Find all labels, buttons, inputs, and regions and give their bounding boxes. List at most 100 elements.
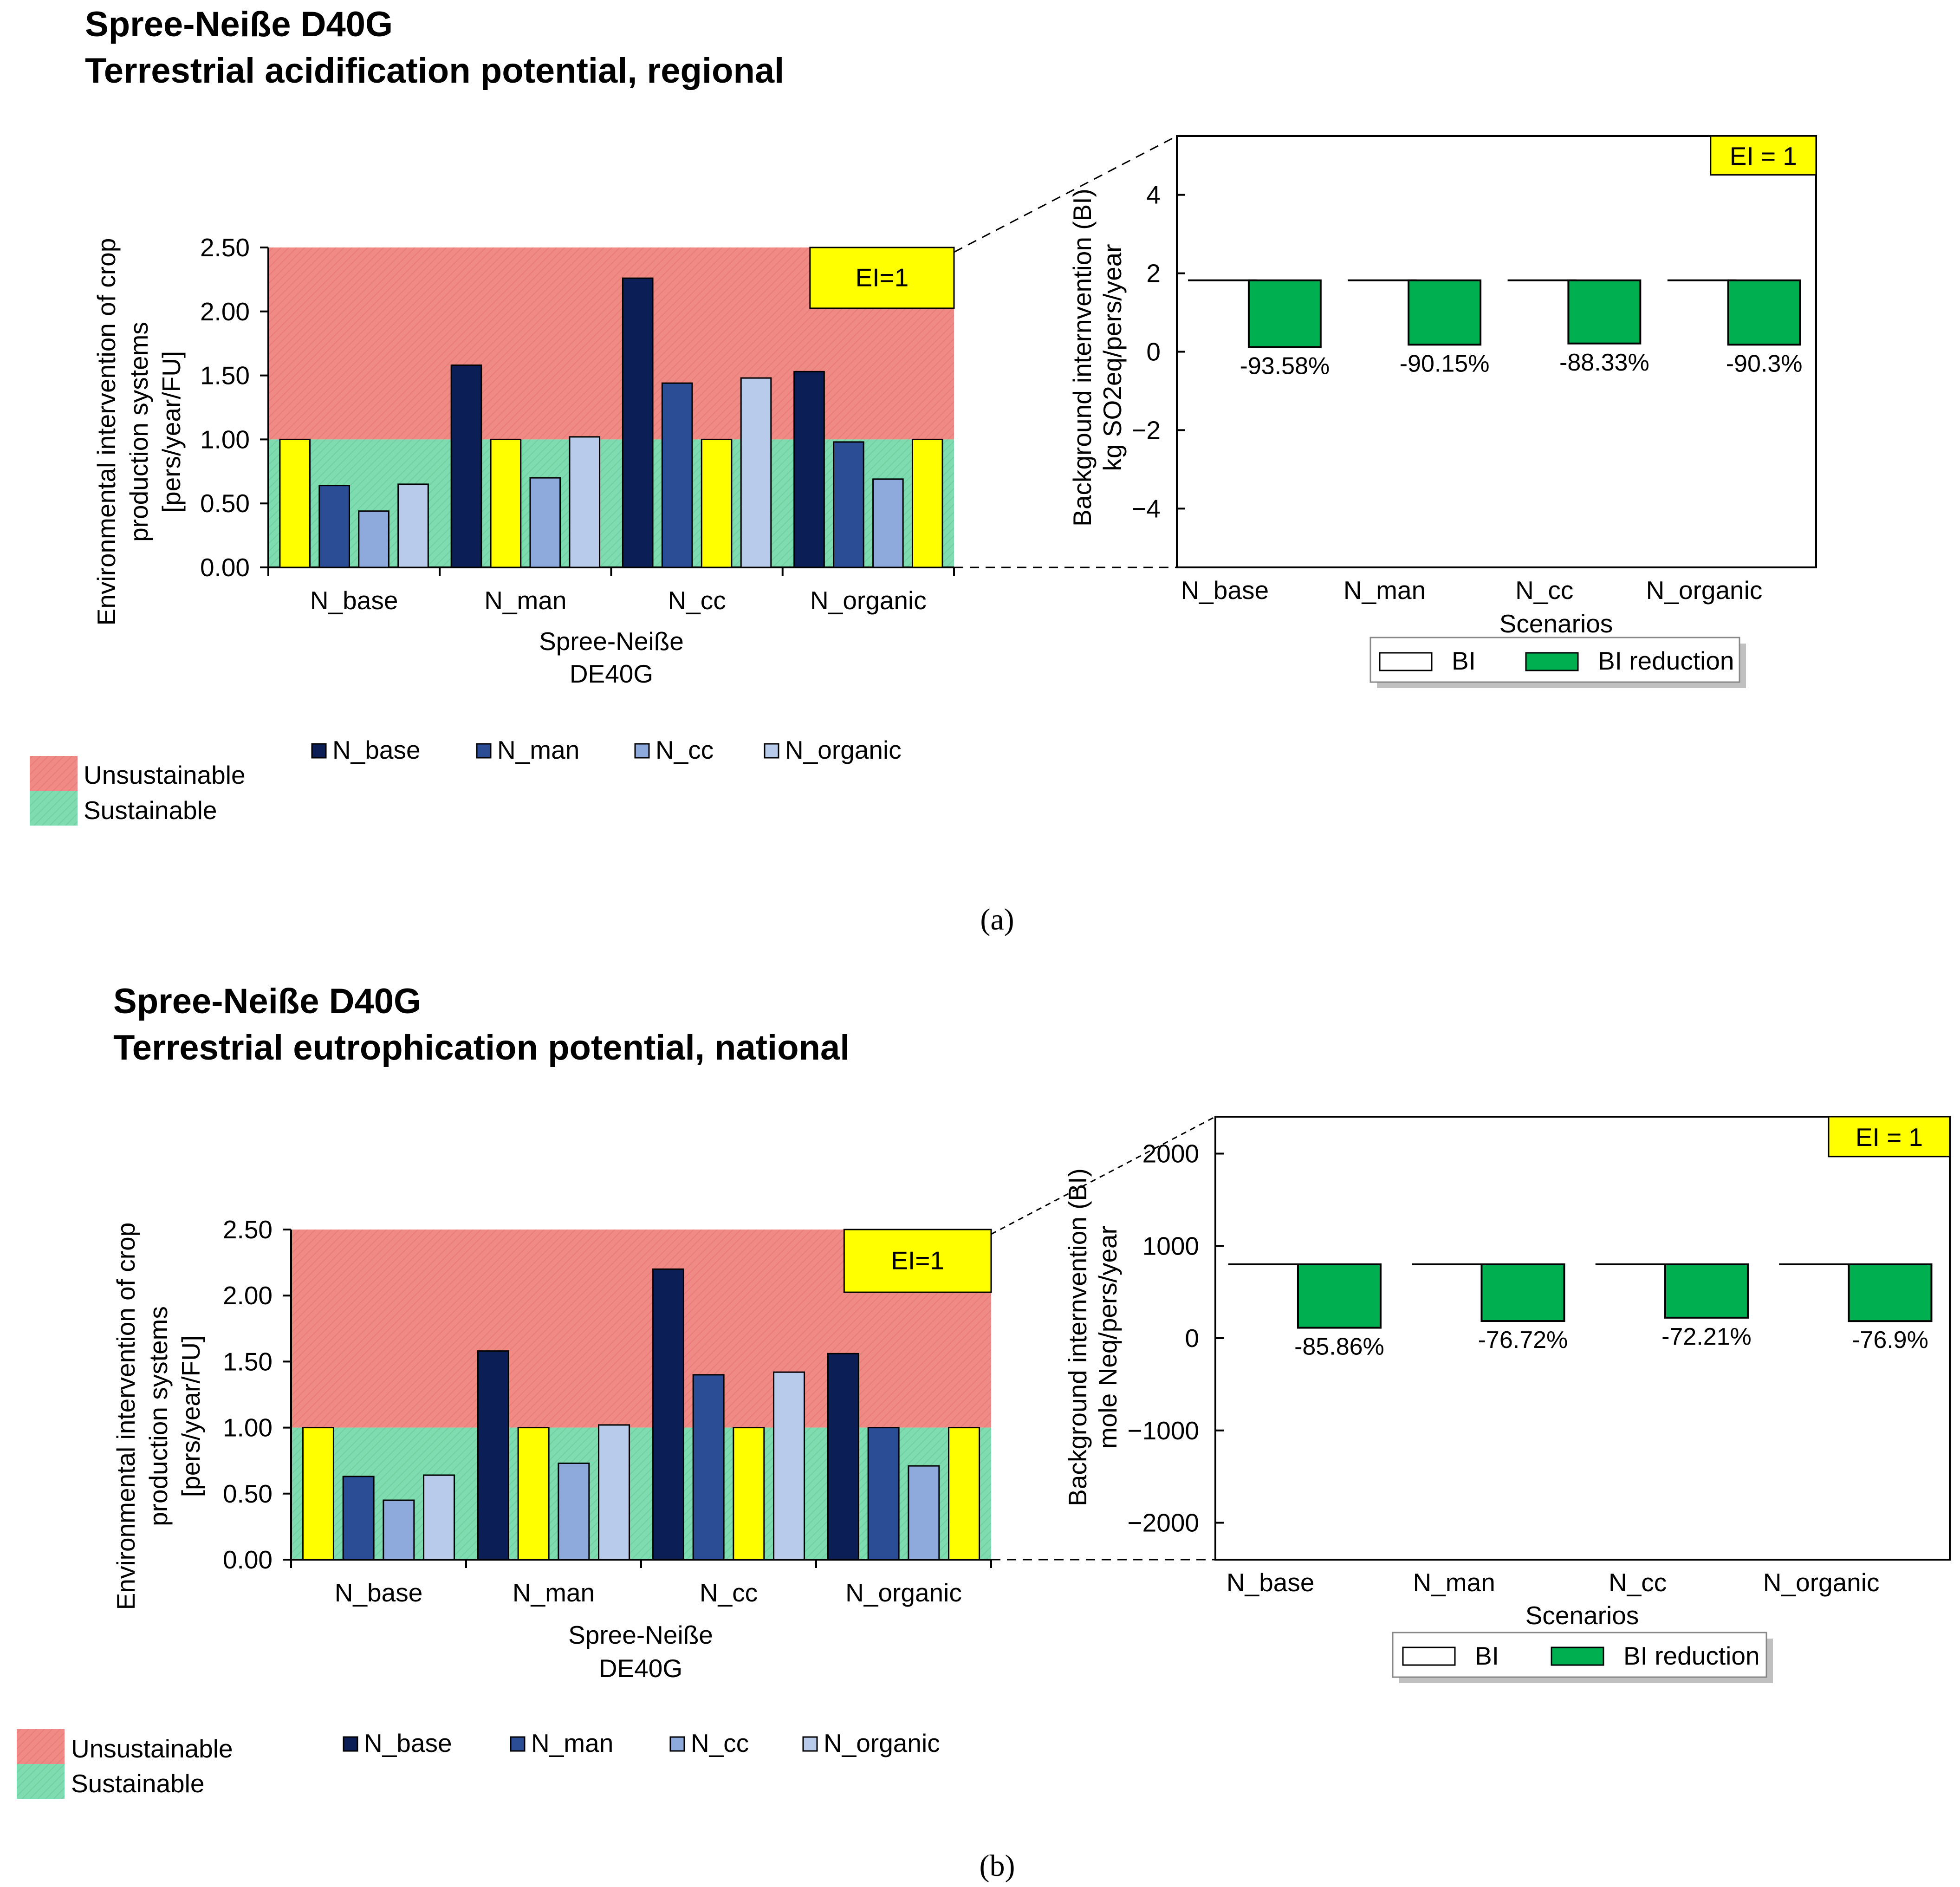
panel-b-right-ylabel-line2: mole Neq/pers/year — [1093, 1226, 1122, 1449]
legend-label-n-man: N_man — [497, 735, 579, 764]
legend-label-n-organic: N_organic — [824, 1729, 940, 1757]
bar-bi-reduction-n-man — [1480, 1263, 1565, 1322]
ei-box-label: EI=1 — [856, 263, 909, 292]
panel-b-right-ylabel-line1: Background internvention (BI) — [1063, 1168, 1092, 1506]
bar-ei-1-n-man — [490, 438, 522, 568]
y-tick-label: 2.50 — [223, 1215, 273, 1244]
zone-label-sustainable: Sustainable — [71, 1769, 204, 1798]
zoom-connector-top — [954, 135, 1177, 253]
bar-n-base-n-cc — [622, 277, 654, 568]
legend-swatch-bi-reduction — [1525, 652, 1579, 671]
bar-n-organic-n-man — [598, 1424, 630, 1561]
legend-swatch-bi — [1402, 1646, 1456, 1666]
y-tick-label: 2.50 — [200, 233, 250, 262]
zone-swatch-sustainable — [30, 791, 78, 826]
panel-a-left-chart: Environmental intervention of crop produ… — [92, 135, 1177, 688]
y-tick-label: 1.50 — [223, 1347, 273, 1376]
ei-box-label: EI = 1 — [1730, 142, 1797, 170]
bar-n-man-n-cc — [661, 382, 693, 568]
reduction-label: -76.72% — [1478, 1327, 1568, 1353]
bar-n-man-n-cc — [692, 1374, 725, 1561]
zone-label-unsustainable: Unsustainable — [84, 761, 246, 789]
bar-bi-reduction-n-cc — [1567, 279, 1642, 345]
zone-label-sustainable: Sustainable — [84, 796, 217, 825]
y-tick-label: −4 — [1131, 494, 1161, 523]
panel-b-left-ylabel-line2: production systems — [144, 1306, 173, 1526]
panel-b-left-ylabel-line3: [pers/year/FU] — [176, 1335, 205, 1497]
panel-a: Spree-Neiße D40G Terrestrial acidificati… — [30, 5, 1817, 937]
panel-a-left-xlabel-line2: DE40G — [570, 659, 653, 688]
bar-ei-1-n-organic — [948, 1427, 980, 1561]
panel-a-left-xlabel-line1: Spree-Neiße — [539, 627, 684, 656]
panel-a-title-line2: Terrestrial acidification potential, reg… — [85, 51, 784, 91]
ei-box-label: EI = 1 — [1856, 1123, 1923, 1152]
zone-label-unsustainable: Unsustainable — [71, 1734, 233, 1763]
panel-a-right-legend: BI BI reduction — [1369, 637, 1746, 688]
y-tick-label: 0.00 — [200, 553, 250, 582]
y-tick-label: 2.00 — [200, 297, 250, 326]
bar-n-man-n-organic — [867, 1427, 900, 1561]
x-category-label: N_base — [310, 586, 398, 615]
legend-label-n-cc: N_cc — [691, 1729, 749, 1757]
ei-box — [809, 247, 955, 309]
panel-a-zone-legend: Unsustainable Sustainable — [30, 756, 246, 826]
bar-n-base-n-man — [450, 364, 482, 568]
x-category-label: N_base — [1227, 1568, 1315, 1597]
legend-swatch-n-man — [510, 1736, 526, 1752]
x-category-label: N_cc — [668, 586, 726, 615]
ei-box-label: EI=1 — [891, 1246, 944, 1275]
reduction-label: -76.9% — [1852, 1327, 1928, 1353]
panel-b-title-line1: Spree-Neiße D40G — [113, 982, 421, 1021]
reduction-label: -93.58% — [1240, 352, 1330, 379]
bar-n-base-n-organic — [793, 371, 825, 568]
legend-label-n-base: N_base — [332, 735, 421, 764]
y-tick-label: 0 — [1185, 1324, 1199, 1353]
bar-bi-reduction-n-cc — [1664, 1263, 1749, 1319]
legend-swatch-n-organic — [802, 1736, 818, 1752]
bar-n-organic-n-base — [397, 483, 429, 568]
legend-label-n-base: N_base — [364, 1729, 452, 1757]
y-tick-label: −1000 — [1128, 1416, 1199, 1445]
panel-a-right-chart: Background internvention (BI) kg SO2eq/p… — [1068, 135, 1817, 638]
bar-n-cc-n-organic — [908, 1465, 940, 1561]
panel-b-left-legend: N_base N_man N_cc N_organic — [343, 1729, 940, 1757]
legend-swatch-n-organic — [764, 743, 779, 759]
x-category-label: N_man — [484, 586, 566, 615]
legend-swatch-bi — [1379, 652, 1433, 671]
x-category-label: N_organic — [1763, 1568, 1880, 1597]
panel-b-left-xlabel-line1: Spree-Neiße — [568, 1620, 713, 1649]
legend-label-bi: BI — [1475, 1641, 1499, 1670]
bar-n-cc-n-man — [558, 1462, 590, 1561]
y-tick-label: 0 — [1146, 338, 1161, 366]
y-tick-label: 0.00 — [223, 1545, 273, 1574]
x-category-label: N_cc — [700, 1578, 758, 1607]
panel-a-left-legend: N_base N_man N_cc N_organic — [311, 735, 902, 764]
reduction-label: -85.86% — [1294, 1334, 1384, 1360]
bar-n-base-n-organic — [827, 1353, 859, 1561]
panel-b: Spree-Neiße D40G Terrestrial eutrophicat… — [17, 982, 1951, 1883]
bar-bi-reduction-n-organic — [1727, 279, 1801, 346]
legend-swatch-bi-reduction — [1551, 1646, 1604, 1666]
bar-n-base-n-man — [477, 1350, 509, 1561]
x-category-label: N_base — [335, 1578, 423, 1607]
legend-label-n-organic: N_organic — [785, 735, 902, 764]
y-tick-label: −2000 — [1128, 1509, 1199, 1537]
panel-a-left-ylabel-line3: [pers/year/FU] — [157, 351, 186, 513]
y-tick-label: 2000 — [1142, 1139, 1199, 1168]
bar-bi-n-man — [1348, 280, 1417, 352]
bar-n-cc-n-man — [529, 477, 561, 568]
panel-b-zone-legend: Unsustainable Sustainable — [17, 1729, 233, 1799]
bar-ei-1-n-man — [517, 1427, 550, 1561]
panel-b-right-xlabel: Scenarios — [1525, 1601, 1639, 1630]
panel-b-left-chart: Environmental intervention of crop produ… — [111, 1116, 1216, 1683]
zone-swatch-unsustainable — [30, 756, 78, 791]
bar-bi-n-base — [1228, 1264, 1307, 1338]
x-category-label: N_man — [1413, 1568, 1495, 1597]
bar-n-base-n-cc — [652, 1268, 684, 1561]
bar-n-cc-n-base — [358, 510, 389, 568]
y-tick-label: 1.50 — [200, 361, 250, 390]
panel-a-caption: (a) — [980, 903, 1014, 937]
y-tick-label: 1000 — [1142, 1231, 1199, 1260]
x-category-label: N_cc — [1609, 1568, 1667, 1597]
